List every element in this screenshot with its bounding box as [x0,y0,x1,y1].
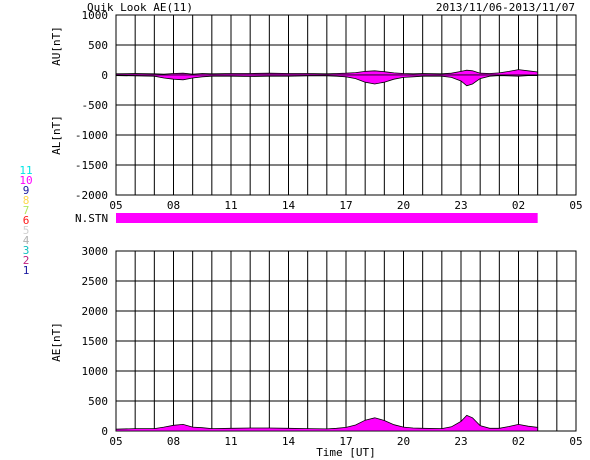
x-tick-label: 05 [569,199,582,212]
y-tick-label: 500 [88,395,108,408]
x-tick-label: 05 [109,435,122,448]
x-tick-label: 20 [397,435,410,448]
x-tick-label: 14 [282,199,296,212]
x-tick-label: 08 [167,199,180,212]
x-tick-label: 08 [167,435,180,448]
au-axis-label: AU[nT] [50,26,63,66]
station-legend-item: 1 [23,264,30,277]
station-legend-item: 6 [23,214,30,227]
station-legend-item: 10 [19,174,32,187]
x-tick-label: 02 [512,435,525,448]
x-tick-label: 05 [569,435,582,448]
x-tick-label: 17 [339,199,352,212]
y-tick-label: 1500 [82,335,109,348]
y-tick-label: 2500 [82,275,109,288]
y-tick-label: 1000 [82,9,109,22]
y-tick-label: -500 [82,99,109,112]
station-legend-item: 3 [23,244,30,257]
chart-title: Quik Look AE(11) [87,1,193,14]
x-tick-label: 05 [109,199,122,212]
y-tick-label: 0 [101,69,108,82]
y-tick-label: -2000 [75,189,108,202]
au-area [115,69,539,76]
x-axis-label: Time [UT] [316,446,376,459]
date-range: 2013/11/06-2013/11/07 [436,1,575,14]
y-tick-label: -1500 [75,159,108,172]
x-tick-label: 23 [454,435,467,448]
plot-frame [115,14,577,196]
y-tick-label: 1000 [82,365,109,378]
x-tick-label: 02 [512,199,525,212]
ae-area [115,414,539,432]
station-coverage-bar [116,213,538,223]
y-tick-label: 2000 [82,305,109,318]
x-tick-label: 23 [454,199,467,212]
x-tick-label: 17 [339,435,352,448]
station-legend-item: 9 [23,184,30,197]
al-area [115,74,539,87]
x-tick-label: 20 [397,199,410,212]
station-legend-item: 8 [23,194,30,207]
x-tick-label: 14 [282,435,296,448]
station-label: N.STN [75,212,108,225]
station-legend-item: 7 [23,204,30,217]
al-axis-label: AL[nT] [50,115,63,155]
station-legend-item: 11 [19,164,32,177]
y-tick-label: 500 [88,39,108,52]
x-tick-label: 11 [224,435,237,448]
station-legend-item: 2 [23,254,30,267]
station-legend-item: 4 [23,234,30,247]
y-tick-label: 3000 [82,245,109,258]
y-tick-label: -1000 [75,129,108,142]
station-legend-item: 5 [23,224,30,237]
ae-axis-label: AE[nT] [50,322,63,362]
x-tick-label: 11 [224,199,237,212]
y-tick-label: 0 [101,425,108,438]
